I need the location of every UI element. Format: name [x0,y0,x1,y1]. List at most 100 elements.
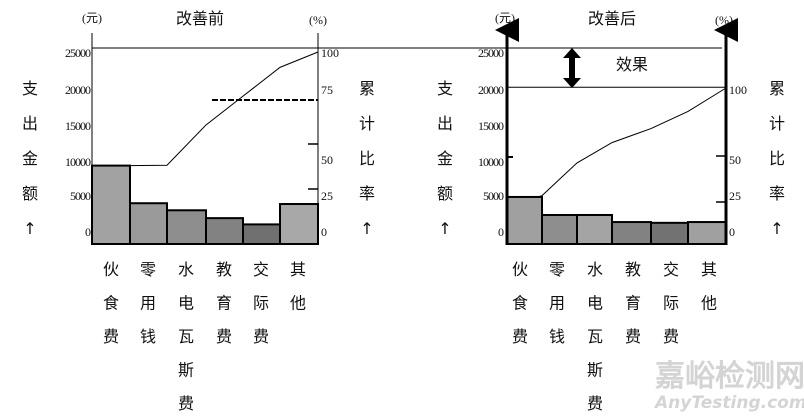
y2-axis-label-char: 累 [359,79,375,98]
y-axis-label-char: 出 [437,114,453,133]
effect-label: 效果 [616,55,648,74]
left-unit-label: (元) [82,11,102,25]
y-tick-label: 5000 [70,189,91,203]
y-axis-label-char: 额 [22,184,38,203]
category-label-char: 费 [663,327,679,346]
category-label-char: 用 [140,294,156,313]
category-label-char: 教 [216,260,232,279]
right-unit-label: (%) [715,13,733,27]
y-tick-label: 0 [85,225,91,239]
category-label-char: 其 [701,260,717,279]
y2-axis-label-char: 比 [359,149,375,168]
bar [205,217,244,246]
category-label-char: 他 [701,294,717,313]
chart-after: 改善后(元) (%)支出金额↑累计比率↑250002000015000100005… [437,9,785,413]
y-axis-label-char: ↑ [23,219,36,238]
category-label-char: 水 [587,260,603,279]
y2-tick-label: 25 [729,189,741,203]
watermark-en: AnyTesting.com [653,393,804,413]
y-tick-label: 10000 [65,155,91,169]
watermark-cn: 嘉峪检测网 [655,359,804,394]
y2-axis-label-char: 率 [769,184,785,203]
category-label-char: 斯 [178,361,194,380]
category-label-char: 交 [253,260,269,279]
chart-title: 改善前 [176,9,224,28]
category-label-char: 伙 [103,260,119,279]
category-label-char: 零 [140,260,156,279]
bar [279,203,319,246]
right-unit-label: (%) [309,13,327,27]
category-label-char: 瓦 [587,327,603,346]
category-label-char: 际 [663,294,679,313]
cumulative-line [537,87,727,198]
left-unit-label: (元) [495,11,515,25]
category-label-char: 瓦 [178,327,194,346]
category-label-char: 费 [512,327,528,346]
y2-tick-label: 100 [321,46,339,60]
category-label-char: 水 [178,260,194,279]
category-label-char: 用 [549,294,565,313]
category-label-char: 育 [625,294,641,313]
y-tick-label: 25000 [478,46,504,60]
y-tick-label: 0 [498,225,504,239]
bar [506,195,543,246]
y-axis-label-char: 金 [437,149,453,168]
y2-tick-label: 100 [729,83,747,97]
bar [242,223,281,245]
bar [166,209,207,245]
category-label-char: 交 [663,260,679,279]
bar [650,221,689,245]
y-tick-label: 25000 [65,46,91,60]
y-axis-label-char: 额 [437,184,453,203]
y2-tick-label: 0 [729,225,735,239]
effect-double-arrow-icon [563,48,581,88]
category-label-char: 电 [178,294,194,313]
category-label-char: 电 [587,294,603,313]
y-axis-label-char: 支 [437,79,453,98]
category-label-char: 费 [178,394,194,413]
category-label-char: 费 [103,327,119,346]
category-label-char: 其 [290,260,306,279]
category-label-char: 伙 [512,260,528,279]
chart-title: 改善后 [588,9,636,28]
category-label-char: 斯 [587,361,603,380]
y2-tick-label: 0 [321,225,327,239]
y2-axis-label-char: 计 [359,114,375,133]
y-axis-label-char: 支 [22,79,38,98]
y-tick-label: 15000 [478,119,504,133]
y-tick-label: 5000 [483,189,504,203]
bar [91,164,131,246]
bar [541,213,578,246]
y-tick-label: 20000 [478,83,504,97]
y-axis-label-char: 出 [22,114,38,133]
y2-axis-label-char: 计 [769,114,785,133]
bar [129,202,168,245]
y2-tick-label: 25 [321,189,333,203]
bar [687,221,727,246]
category-label-char: 钱 [549,327,565,346]
bar [611,221,652,246]
category-label-char: 教 [625,260,641,279]
y2-axis-label-char: 比 [769,149,785,168]
y2-tick-label: 50 [321,153,333,167]
category-label-char: 费 [587,394,603,413]
y2-axis-label-char: 率 [359,184,375,203]
y-tick-label: 10000 [478,155,504,169]
y-axis-label-char: 金 [22,149,38,168]
category-label-char: 他 [290,294,306,313]
category-label-char: 钱 [140,327,156,346]
category-label-char: 际 [253,294,269,313]
category-label-char: 食 [512,294,528,313]
category-label-char: 食 [103,294,119,313]
category-label-char: 零 [549,260,565,279]
category-label-char: 费 [625,327,641,346]
y2-tick-label: 75 [321,83,333,97]
y2-axis-label-char: ↑ [360,219,373,238]
category-label-char: 费 [216,327,232,346]
category-label-char: 费 [253,327,269,346]
cumulative-line [129,51,319,167]
y-tick-label: 20000 [65,83,91,97]
category-label-char: 育 [216,294,232,313]
y2-tick-label: 50 [729,153,741,167]
